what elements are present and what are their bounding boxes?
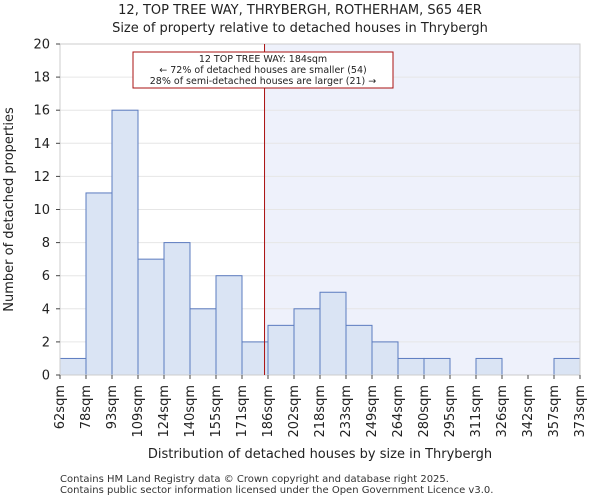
x-axis-label: Distribution of detached houses by size … [148, 447, 492, 462]
y-tick-label: 18 [33, 71, 50, 86]
x-tick-label: 218sqm [313, 385, 328, 438]
x-tick-label: 109sqm [131, 385, 146, 438]
y-tick-label: 16 [33, 104, 50, 119]
x-tick-label: 233sqm [339, 385, 354, 438]
bar [111, 109, 139, 376]
y-axis-label: Number of detached properties [2, 107, 17, 312]
x-tick-label: 155sqm [209, 385, 224, 438]
bar [475, 357, 503, 376]
x-tick-label: 326sqm [495, 385, 510, 438]
chart-subtitle: Size of property relative to detached ho… [112, 21, 488, 36]
bar [319, 291, 347, 376]
y-tick-label: 0 [42, 369, 50, 384]
bar [85, 192, 113, 376]
y-tick-label: 2 [42, 335, 50, 350]
x-tick-label: 93sqm [105, 385, 120, 429]
x-tick-label: 311sqm [469, 385, 484, 438]
bar [397, 357, 425, 376]
x-tick-label: 373sqm [573, 385, 588, 438]
bars-layer [59, 109, 581, 376]
x-tick-label: 186sqm [261, 385, 276, 438]
x-tick-label: 357sqm [547, 385, 562, 438]
annotation-line2: ← 72% of detached houses are smaller (54… [159, 65, 366, 76]
bar [423, 357, 451, 376]
x-tick-label: 140sqm [183, 385, 198, 438]
bar [215, 275, 243, 376]
chart-title: 12, TOP TREE WAY, THRYBERGH, ROTHERHAM, … [118, 3, 482, 18]
x-tick-label: 124sqm [157, 385, 172, 438]
annotation-box [132, 51, 394, 89]
annotation-line3: 28% of semi-detached houses are larger (… [150, 76, 377, 87]
bar [345, 324, 373, 376]
x-tick-label: 78sqm [79, 385, 94, 429]
bar [59, 357, 87, 376]
bar [267, 324, 295, 376]
y-tick-label: 12 [33, 170, 50, 185]
annotation-line1: 12 TOP TREE WAY: 184sqm [199, 54, 327, 65]
x-tick-label: 280sqm [417, 385, 432, 438]
y-tick-label: 14 [33, 137, 50, 152]
bar [553, 357, 581, 376]
y-tick-label: 20 [33, 38, 50, 53]
y-tick-label: 10 [33, 203, 50, 218]
bar [371, 341, 399, 376]
footer-line2: Contains public sector information licen… [60, 485, 494, 496]
x-tick-label: 264sqm [391, 385, 406, 438]
bar [189, 308, 217, 376]
footer-line1: Contains HM Land Registry data © Crown c… [60, 474, 449, 485]
x-tick-label: 62sqm [53, 385, 68, 429]
y-tick-label: 4 [42, 302, 50, 317]
y-tick-label: 8 [42, 236, 50, 251]
bar [293, 308, 321, 376]
x-tick-label: 202sqm [287, 385, 302, 438]
x-tick-label: 295sqm [443, 385, 458, 438]
yticks-layer: 0 2 4 6 8 10 12 14 16 18 20 [33, 38, 60, 384]
x-tick-label: 171sqm [235, 385, 250, 438]
y-tick-label: 6 [42, 269, 50, 284]
bar [137, 258, 165, 376]
bar [163, 242, 191, 376]
xticks-layer: 62sqm 78sqm 93sqm 109sqm 124sqm 140sqm 155sqm 1… [53, 375, 588, 438]
x-tick-label: 342sqm [521, 385, 536, 438]
x-tick-label: 249sqm [365, 385, 380, 438]
